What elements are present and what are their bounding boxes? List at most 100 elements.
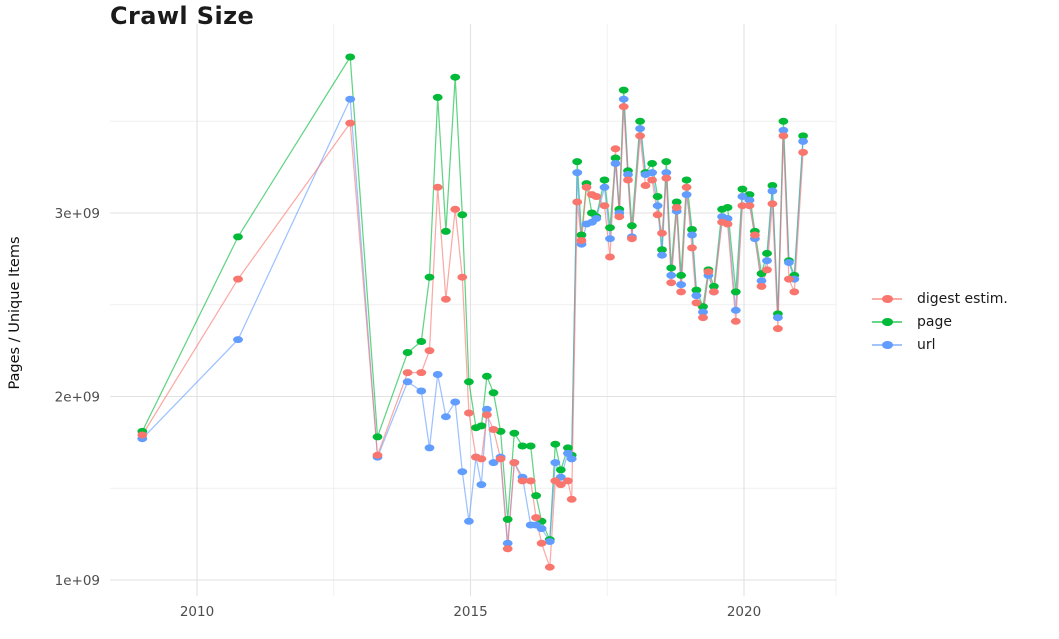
data-point [676, 281, 686, 289]
data-point [525, 477, 536, 485]
data-point [661, 158, 672, 166]
data-point [610, 160, 621, 167]
data-point [502, 545, 513, 553]
data-point [618, 86, 629, 94]
data-point [762, 249, 772, 257]
data-point [730, 306, 741, 314]
data-point [137, 431, 148, 439]
data-point [450, 398, 461, 406]
data-point [652, 211, 663, 219]
data-point [372, 451, 383, 459]
data-point [730, 288, 741, 296]
data-point [441, 227, 451, 235]
data-point [233, 233, 243, 241]
data-point [635, 132, 645, 140]
series-line-digestestim [141, 106, 804, 568]
data-point [676, 288, 686, 296]
data-point [432, 371, 443, 378]
data-point [709, 282, 719, 290]
data-point [563, 444, 573, 452]
data-point [441, 413, 451, 421]
data-point [635, 125, 645, 133]
axis-tick-labels: 1e+09 2e+09 3e+09 2010 2015 2020 [55, 206, 762, 620]
data-point [517, 477, 528, 485]
data-point [563, 477, 573, 485]
data-point [798, 148, 808, 156]
data-point [605, 253, 615, 261]
data-point [640, 182, 651, 189]
legend-label: url [917, 336, 936, 353]
data-point [464, 378, 474, 386]
data-point [614, 213, 625, 221]
legend-key-icon [872, 292, 902, 306]
data-point [576, 237, 587, 244]
major-gridlines [110, 24, 836, 596]
data-point [627, 235, 637, 243]
data-point [730, 317, 741, 325]
data-point [610, 145, 621, 153]
data-point [509, 429, 520, 437]
data-point [762, 257, 772, 265]
data-point [647, 176, 657, 184]
data-point [345, 119, 356, 127]
data-point [784, 259, 794, 266]
data-point [789, 288, 800, 296]
y-tick-label: 1e+09 [55, 573, 100, 589]
minor-gridlines [110, 24, 837, 596]
data-point [627, 222, 637, 230]
data-point [576, 231, 587, 239]
data-point [502, 515, 513, 523]
data-point [599, 183, 610, 191]
data-point [450, 205, 461, 213]
data-point [691, 292, 702, 300]
data-point [687, 226, 697, 233]
series-line-page [141, 55, 804, 540]
legend-key-icon [872, 315, 902, 329]
x-tick-label: 2015 [453, 604, 487, 620]
data-point [610, 154, 621, 162]
data-point [550, 440, 561, 448]
data-point [767, 182, 778, 189]
data-point [572, 169, 583, 177]
data-point [756, 282, 767, 290]
data-point [457, 211, 468, 219]
data-point [744, 202, 755, 210]
data-point [756, 277, 767, 285]
data-point [691, 299, 702, 307]
data-point [495, 455, 506, 463]
legend-item-page: page [872, 310, 1008, 333]
data-point [572, 158, 583, 166]
data-point [566, 495, 577, 503]
data-point [750, 231, 760, 239]
legend-item-digestestim: digest estim. [872, 287, 1008, 310]
data-point [687, 231, 697, 239]
data-point [773, 314, 783, 322]
data-point [536, 539, 547, 547]
data-point [432, 93, 443, 101]
data-point [698, 303, 708, 311]
data-point [778, 126, 789, 134]
data-point [488, 426, 499, 433]
data-point [482, 372, 492, 380]
data-point [432, 183, 443, 191]
data-point [623, 176, 633, 184]
data-point [798, 137, 808, 145]
data-point [525, 442, 536, 450]
data-point [681, 191, 692, 199]
data-point [687, 244, 697, 252]
data-point [488, 459, 499, 467]
data-point [517, 442, 528, 450]
data-point [657, 251, 667, 259]
y-tick-label: 2e+09 [55, 390, 100, 406]
data-point [666, 279, 677, 287]
data-point [635, 117, 645, 125]
data-point [555, 466, 566, 474]
data-point [424, 273, 435, 281]
data-point [233, 336, 243, 344]
data-point [416, 338, 427, 345]
chart-title: Crawl Size [110, 2, 255, 30]
data-point [476, 422, 487, 430]
data-point [647, 160, 657, 167]
data-point [416, 369, 427, 377]
